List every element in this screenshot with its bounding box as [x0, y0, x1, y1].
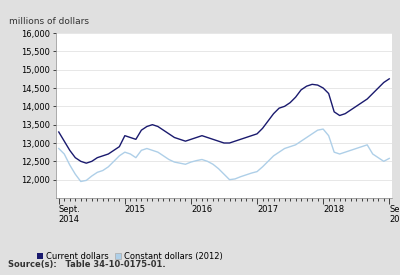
Text: millions of dollars: millions of dollars [9, 17, 89, 26]
Legend: Current dollars, Constant dollars (2012): Current dollars, Constant dollars (2012) [33, 248, 226, 264]
Text: Source(s):   Table 34-10-0175-01.: Source(s): Table 34-10-0175-01. [8, 260, 166, 270]
